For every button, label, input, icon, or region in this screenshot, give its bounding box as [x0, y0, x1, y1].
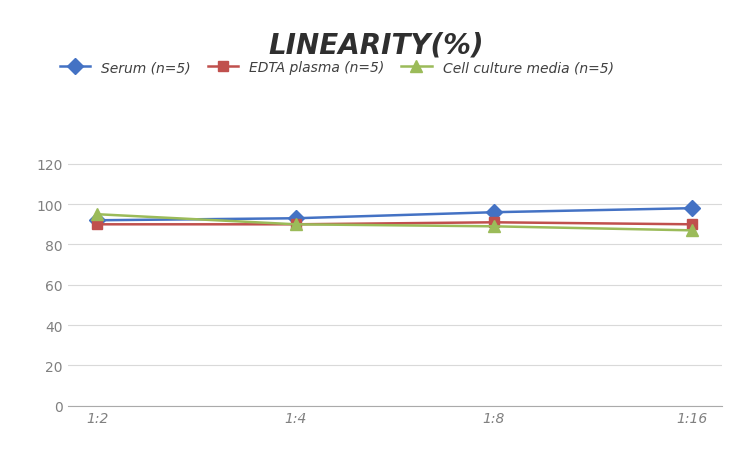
Line: Serum (n=5): Serum (n=5) — [92, 203, 698, 226]
EDTA plasma (n=5) — [93, 222, 102, 227]
Cell culture media (n=5) — [490, 224, 499, 230]
Legend: Serum (n=5), EDTA plasma (n=5), Cell culture media (n=5): Serum (n=5), EDTA plasma (n=5), Cell cul… — [59, 61, 614, 75]
Serum (n=5) — [490, 210, 499, 216]
EDTA plasma (n=5) — [687, 222, 696, 227]
Text: LINEARITY(%): LINEARITY(%) — [268, 32, 484, 60]
Line: Cell culture media (n=5): Cell culture media (n=5) — [92, 209, 698, 236]
Cell culture media (n=5) — [291, 222, 300, 227]
Serum (n=5) — [93, 218, 102, 224]
Serum (n=5) — [687, 206, 696, 212]
EDTA plasma (n=5) — [291, 222, 300, 227]
Serum (n=5) — [291, 216, 300, 221]
Cell culture media (n=5) — [93, 212, 102, 217]
EDTA plasma (n=5) — [490, 220, 499, 226]
Line: EDTA plasma (n=5): EDTA plasma (n=5) — [92, 218, 697, 230]
Cell culture media (n=5) — [687, 228, 696, 234]
